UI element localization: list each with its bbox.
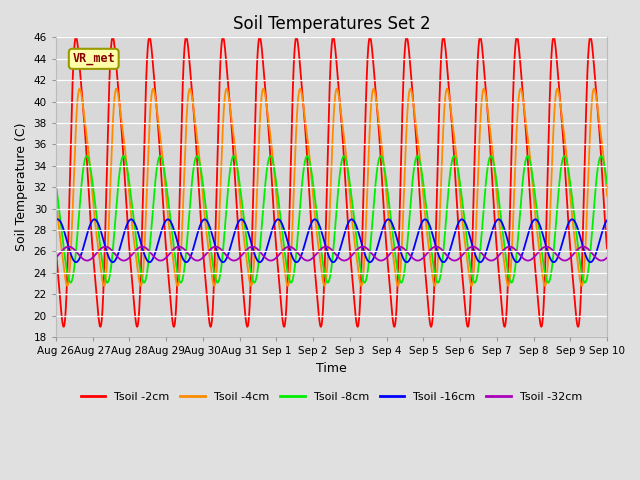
- Tsoil -32cm: [533, 251, 541, 257]
- Tsoil -8cm: [264, 163, 271, 169]
- Tsoil -16cm: [54, 216, 61, 222]
- Tsoil -8cm: [603, 180, 611, 186]
- Tsoil -16cm: [533, 217, 541, 223]
- Tsoil -8cm: [83, 153, 90, 159]
- Tsoil -8cm: [148, 223, 156, 229]
- Tsoil -2cm: [330, 34, 337, 40]
- Tsoil -32cm: [115, 255, 123, 261]
- Tsoil -8cm: [52, 180, 60, 186]
- Tsoil -32cm: [65, 244, 72, 250]
- Line: Tsoil -16cm: Tsoil -16cm: [56, 219, 607, 262]
- Tsoil -32cm: [593, 255, 600, 261]
- Tsoil -16cm: [587, 259, 595, 265]
- Tsoil -32cm: [52, 255, 60, 261]
- Tsoil -16cm: [593, 249, 600, 254]
- Tsoil -4cm: [148, 94, 156, 99]
- Tsoil -32cm: [264, 256, 271, 262]
- Tsoil -32cm: [287, 244, 295, 250]
- Tsoil -4cm: [593, 96, 600, 102]
- Tsoil -8cm: [287, 280, 295, 286]
- Line: Tsoil -8cm: Tsoil -8cm: [56, 156, 607, 283]
- Y-axis label: Soil Temperature (C): Soil Temperature (C): [15, 123, 28, 252]
- Tsoil -16cm: [115, 249, 123, 254]
- Tsoil -16cm: [264, 244, 271, 250]
- Tsoil -8cm: [533, 208, 541, 214]
- X-axis label: Time: Time: [316, 362, 347, 375]
- Line: Tsoil -2cm: Tsoil -2cm: [56, 37, 607, 327]
- Tsoil -32cm: [148, 251, 156, 257]
- Text: VR_met: VR_met: [72, 52, 115, 65]
- Tsoil -4cm: [287, 253, 295, 259]
- Tsoil -4cm: [321, 283, 328, 288]
- Tsoil -8cm: [581, 280, 589, 286]
- Tsoil -16cm: [52, 217, 60, 223]
- Tsoil -8cm: [115, 176, 123, 181]
- Tsoil -2cm: [603, 245, 611, 251]
- Tsoil -2cm: [317, 324, 324, 330]
- Legend: Tsoil -2cm, Tsoil -4cm, Tsoil -8cm, Tsoil -16cm, Tsoil -32cm: Tsoil -2cm, Tsoil -4cm, Tsoil -8cm, Tsoi…: [76, 388, 586, 407]
- Tsoil -2cm: [52, 245, 60, 251]
- Tsoil -4cm: [52, 193, 60, 199]
- Tsoil -2cm: [148, 45, 156, 50]
- Tsoil -32cm: [603, 255, 611, 261]
- Tsoil -16cm: [603, 217, 611, 223]
- Line: Tsoil -4cm: Tsoil -4cm: [56, 89, 607, 286]
- Tsoil -2cm: [287, 147, 295, 153]
- Tsoil -2cm: [593, 93, 600, 98]
- Tsoil -16cm: [287, 251, 295, 257]
- Tsoil -32cm: [598, 258, 605, 264]
- Tsoil -4cm: [533, 229, 541, 235]
- Tsoil -4cm: [603, 193, 611, 199]
- Tsoil -4cm: [115, 96, 122, 101]
- Tsoil -2cm: [115, 91, 122, 96]
- Tsoil -2cm: [533, 289, 541, 295]
- Tsoil -16cm: [148, 258, 156, 264]
- Tsoil -4cm: [263, 107, 271, 113]
- Line: Tsoil -32cm: Tsoil -32cm: [56, 247, 607, 261]
- Title: Soil Temperatures Set 2: Soil Temperatures Set 2: [232, 15, 430, 33]
- Tsoil -2cm: [263, 109, 271, 115]
- Tsoil -8cm: [593, 176, 600, 181]
- Tsoil -4cm: [333, 86, 340, 92]
